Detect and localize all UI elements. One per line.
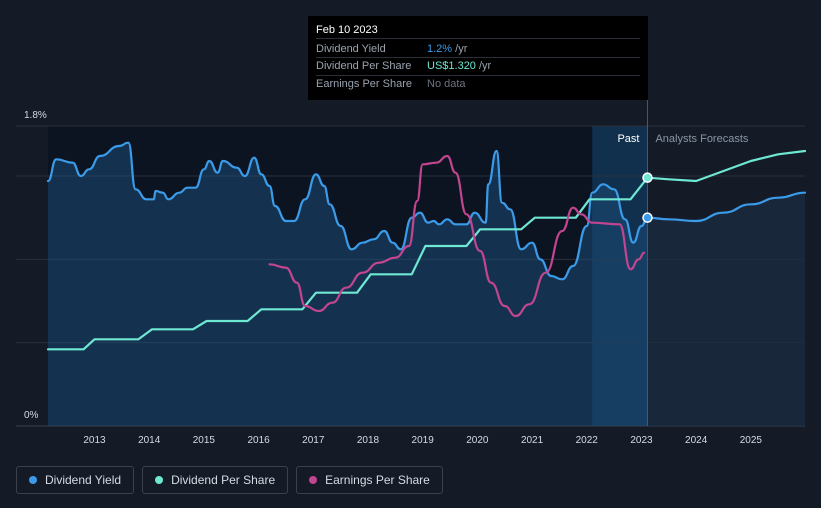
tooltip-value: 1.2% — [427, 43, 453, 55]
series-line-dividend-per-share — [46, 149, 807, 351]
x-tick-label: 2022 — [576, 435, 599, 446]
tooltip-value-dividend-per-share: US$1.320 /yr — [427, 60, 491, 72]
tooltip-value-dividend-yield: 1.2% /yr — [427, 43, 467, 55]
legend-dividend-per-share[interactable]: Dividend Per Share — [142, 466, 289, 494]
dividend-yield-dot-icon — [29, 476, 37, 484]
tooltip-label-dividend-per-share: Dividend Per Share — [316, 60, 412, 72]
x-tick-label: 2024 — [685, 435, 708, 446]
tooltip-date: Feb 10 2023 — [316, 24, 378, 36]
tooltip-value-earnings-per-share: No data — [427, 78, 466, 90]
x-axis: 2013 2014 2015 2016 2017 2018 2019 2020 2021 2022… — [83, 435, 762, 446]
y-axis: 1.8% 0% — [24, 110, 47, 421]
x-tick-label: 2017 — [302, 435, 325, 446]
y-tick-label: 1.8% — [24, 110, 47, 121]
series-line-dividend-yield — [46, 141, 807, 281]
past-label: Past — [617, 133, 639, 145]
x-tick-label: 2023 — [630, 435, 653, 446]
series-layer — [46, 141, 807, 426]
tooltip-divider — [316, 38, 640, 39]
legend-label: Earnings Per Share — [325, 473, 430, 487]
x-tick-label: 2025 — [740, 435, 763, 446]
tooltip-value: US$1.320 — [427, 60, 476, 72]
x-tick-label: 2015 — [193, 435, 216, 446]
dividend-per-share-dot-icon — [155, 476, 164, 484]
dividend-yield-area — [48, 142, 648, 426]
legend-label: Dividend Yield — [45, 473, 122, 487]
legend: Dividend Yield Dividend Per Share Earnin… — [16, 466, 443, 494]
x-tick-label: 2016 — [247, 435, 270, 446]
tooltip-divider — [316, 75, 640, 76]
tooltip-label-dividend-yield: Dividend Yield — [316, 43, 386, 55]
legend-label: Dividend Per Share — [171, 473, 276, 487]
current-value-marker — [642, 172, 653, 183]
legend-earnings-per-share[interactable]: Earnings Per Share — [296, 466, 443, 494]
tooltip-unit: /yr — [455, 43, 468, 55]
tooltip-divider — [316, 57, 640, 58]
analysts-forecasts-label: Analysts Forecasts — [655, 133, 748, 145]
x-tick-label: 2019 — [412, 435, 435, 446]
series-line-earnings-per-share — [268, 154, 646, 318]
tooltip: Feb 10 2023 Dividend Yield 1.2% /yr Divi… — [308, 16, 648, 100]
x-tick-label: 2014 — [138, 435, 161, 446]
tooltip-label-earnings-per-share: Earnings Per Share — [316, 78, 412, 90]
legend-dividend-yield[interactable]: Dividend Yield — [16, 466, 135, 494]
dividend-yield-forecast-area — [647, 192, 805, 426]
earnings-per-share-dot-icon — [309, 476, 318, 484]
current-value-marker — [642, 212, 653, 223]
x-tick-label: 2021 — [521, 435, 544, 446]
tooltip-value: No data — [427, 78, 466, 90]
x-tick-label: 2020 — [466, 435, 489, 446]
y-tick-label: 0% — [24, 410, 39, 421]
x-tick-label: 2018 — [357, 435, 380, 446]
x-tick-label: 2013 — [83, 435, 106, 446]
tooltip-unit: /yr — [479, 60, 492, 72]
current-markers — [642, 172, 653, 223]
